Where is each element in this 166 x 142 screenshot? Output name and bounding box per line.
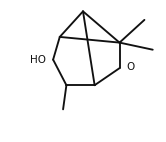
Text: HO: HO (31, 55, 46, 65)
Text: O: O (126, 62, 134, 72)
